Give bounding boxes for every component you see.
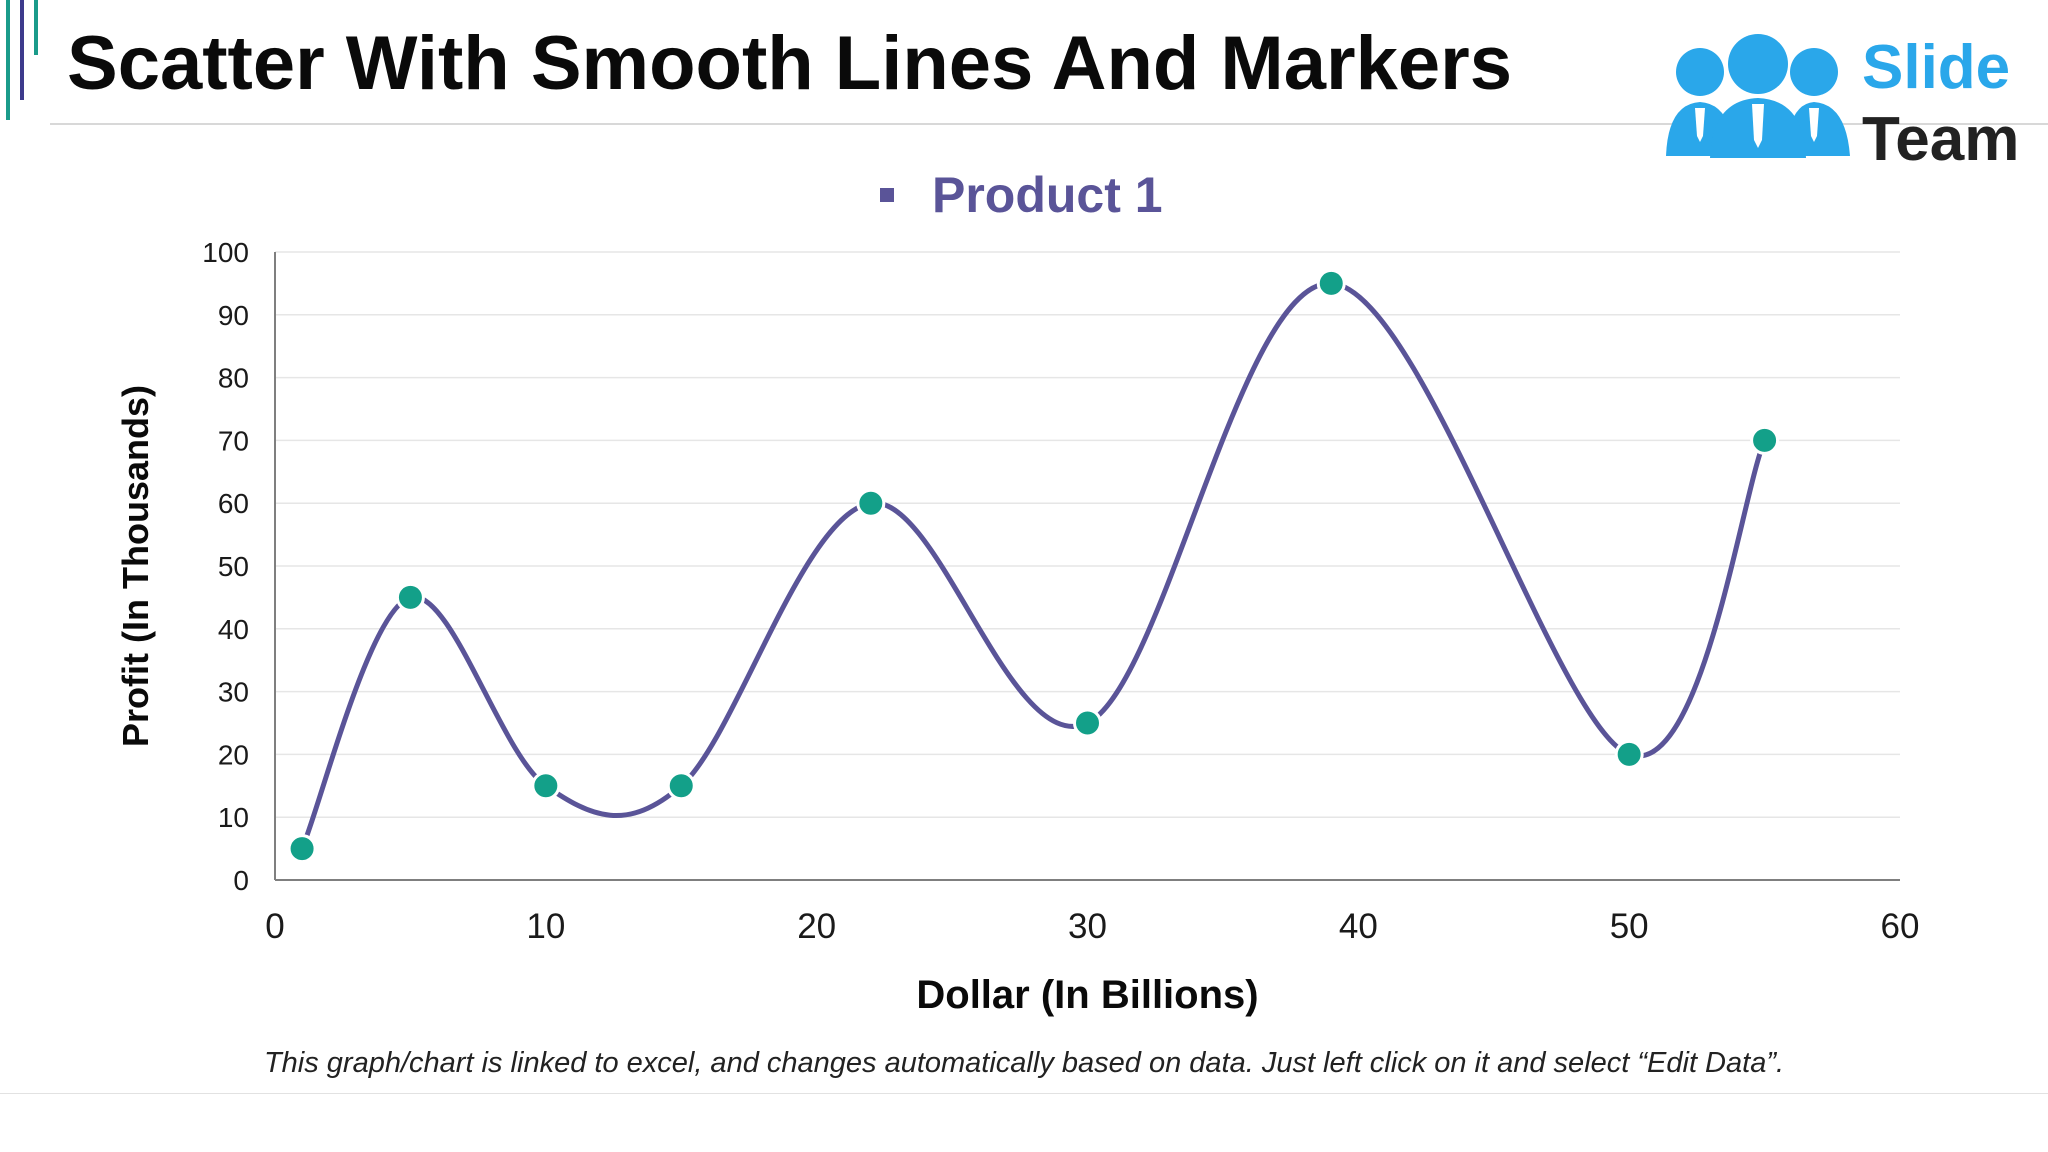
- y-tick-label: 10: [218, 802, 249, 833]
- y-tick-label: 80: [218, 363, 249, 394]
- x-tick-label: 30: [1068, 907, 1107, 946]
- data-point: [287, 834, 317, 864]
- series-product-1: [287, 268, 1780, 864]
- y-tick-label: 20: [218, 739, 249, 770]
- x-axis-ticks: 0 10 20 30 40 50 60: [265, 907, 1919, 946]
- accent-bar: [20, 0, 24, 100]
- legend-marker: [880, 188, 894, 202]
- y-tick-label: 70: [218, 425, 249, 456]
- y-tick-label: 0: [233, 865, 249, 896]
- x-tick-label: 40: [1339, 907, 1378, 946]
- slideteam-logo: Slide Team: [1662, 28, 2022, 174]
- y-tick-label: 40: [218, 614, 249, 645]
- data-point: [395, 582, 425, 612]
- x-tick-label: 10: [526, 907, 565, 946]
- y-tick-label: 60: [218, 488, 249, 519]
- accent-bar: [6, 0, 10, 120]
- data-point: [1614, 739, 1644, 769]
- footer-divider: [0, 1093, 2048, 1094]
- x-axis-label: Dollar (In Billions): [916, 973, 1258, 1017]
- y-tick-label: 30: [218, 677, 249, 708]
- data-point: [666, 771, 696, 801]
- y-tick-label: 50: [218, 551, 249, 582]
- data-point: [1316, 268, 1346, 298]
- data-point: [856, 488, 886, 518]
- x-tick-label: 50: [1610, 907, 1649, 946]
- people-icon: [1666, 34, 1850, 158]
- accent-bar: [34, 0, 38, 55]
- y-axis-label: Profit (In Thousands): [115, 385, 156, 747]
- data-point: [1073, 708, 1102, 738]
- y-tick-label: 100: [202, 237, 249, 268]
- footnote: This graph/chart is linked to excel, and…: [263, 1047, 1785, 1079]
- series-line: [299, 280, 1768, 852]
- data-point: [531, 771, 561, 801]
- x-tick-label: 0: [265, 907, 284, 946]
- x-tick-label: 60: [1881, 907, 1920, 946]
- x-tick-label: 20: [797, 907, 836, 946]
- slide-title: Scatter With Smooth Lines And Markers: [67, 21, 1512, 106]
- scatter-chart: 0 10 20 30 40 50 60 70 80 90 100 0 10 20 30 40 50 60 Pro…: [115, 167, 1919, 1017]
- logo-word-team: Team: [1862, 105, 2020, 174]
- y-tick-label: 90: [218, 300, 249, 331]
- data-point: [1750, 425, 1780, 455]
- legend-label: Product 1: [932, 167, 1163, 223]
- logo-word-slide: Slide: [1862, 33, 2011, 102]
- title-divider: [50, 123, 2048, 125]
- y-axis-ticks: 0 10 20 30 40 50 60 70 80 90 100: [202, 237, 249, 896]
